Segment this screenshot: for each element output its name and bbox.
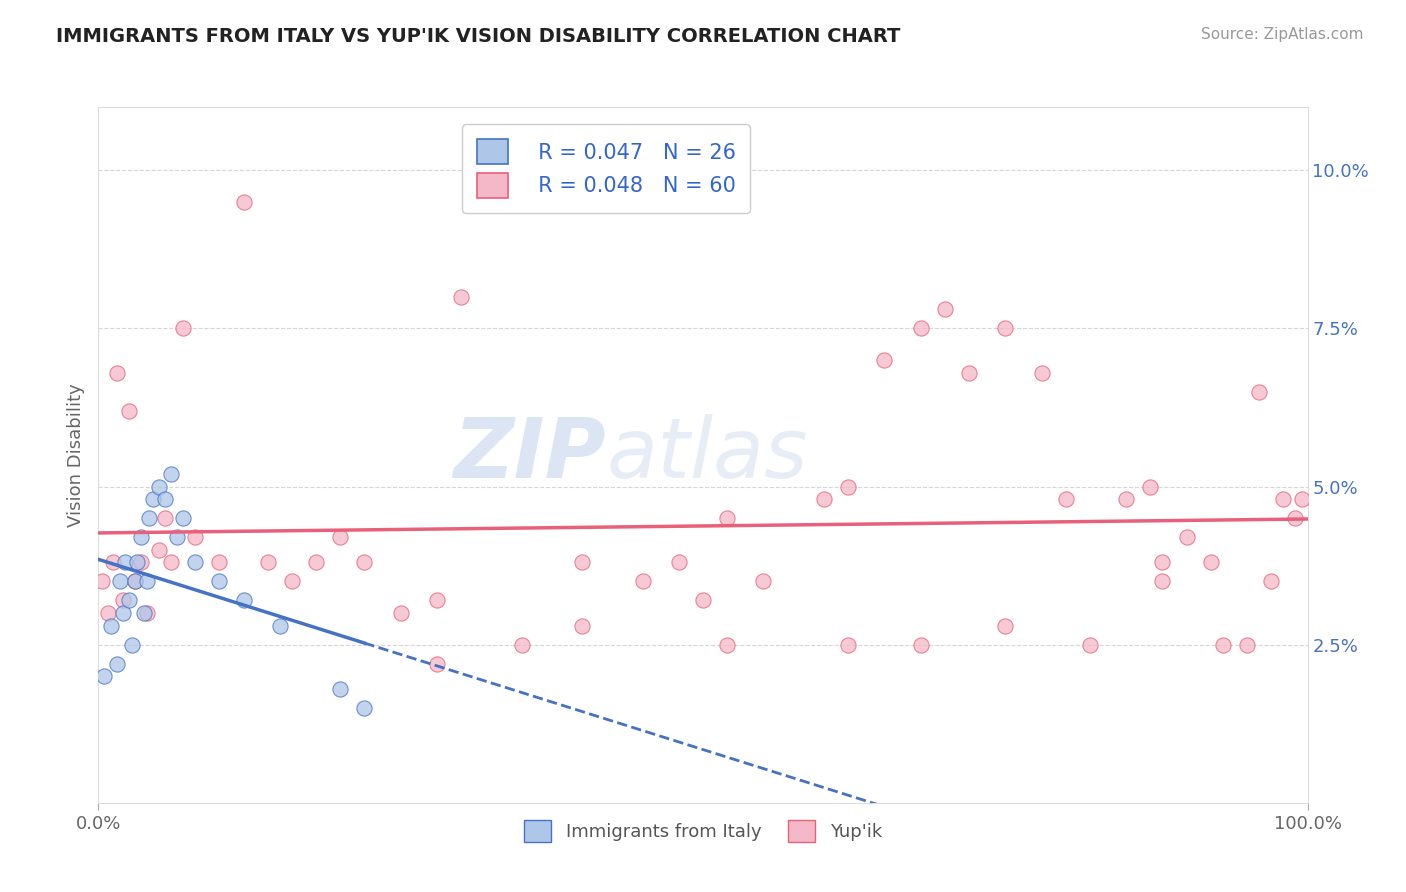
Point <box>1115 492 1137 507</box>
Point <box>121 638 143 652</box>
Point <box>716 638 738 652</box>
Point <box>1139 479 1161 493</box>
Point <box>129 556 152 570</box>
Point <box>1212 638 1234 652</box>
Point <box>716 511 738 525</box>
Point <box>1054 492 1077 507</box>
Point <box>510 638 533 652</box>
Point <box>97 606 120 620</box>
Point <box>305 556 328 570</box>
Text: IMMIGRANTS FROM ITALY VS YUP'IK VISION DISABILITY CORRELATION CHART: IMMIGRANTS FROM ITALY VS YUP'IK VISION D… <box>56 27 901 45</box>
Point <box>166 530 188 544</box>
Point <box>426 657 449 671</box>
Point <box>389 606 412 620</box>
Point <box>934 302 956 317</box>
Point <box>184 556 207 570</box>
Point <box>93 669 115 683</box>
Point <box>571 556 593 570</box>
Point <box>208 556 231 570</box>
Point <box>118 593 141 607</box>
Point <box>668 556 690 570</box>
Point <box>1175 530 1198 544</box>
Point <box>160 467 183 481</box>
Text: Source: ZipAtlas.com: Source: ZipAtlas.com <box>1201 27 1364 42</box>
Point <box>1284 511 1306 525</box>
Point <box>127 556 149 570</box>
Point <box>160 556 183 570</box>
Point <box>148 542 170 557</box>
Point <box>129 530 152 544</box>
Point <box>752 574 775 589</box>
Point <box>426 593 449 607</box>
Point <box>256 556 278 570</box>
Point <box>153 511 176 525</box>
Point <box>353 701 375 715</box>
Point <box>101 556 124 570</box>
Point <box>631 574 654 589</box>
Point <box>124 574 146 589</box>
Point <box>100 618 122 632</box>
Point <box>353 556 375 570</box>
Point <box>873 353 896 368</box>
Point <box>281 574 304 589</box>
Point <box>153 492 176 507</box>
Point <box>1078 638 1101 652</box>
Point <box>329 681 352 696</box>
Point <box>450 290 472 304</box>
Point <box>111 606 134 620</box>
Point <box>957 366 980 380</box>
Point <box>837 479 859 493</box>
Point <box>813 492 835 507</box>
Point <box>138 511 160 525</box>
Point <box>232 593 254 607</box>
Point <box>1249 384 1271 399</box>
Point <box>148 479 170 493</box>
Point <box>135 606 157 620</box>
Y-axis label: Vision Disability: Vision Disability <box>66 383 84 527</box>
Point <box>1272 492 1295 507</box>
Point <box>91 574 114 589</box>
Point <box>1199 556 1222 570</box>
Point <box>105 366 128 380</box>
Point <box>172 321 194 335</box>
Point <box>134 606 156 620</box>
Point <box>135 574 157 589</box>
Point <box>124 574 146 589</box>
Point <box>111 593 134 607</box>
Point <box>837 638 859 652</box>
Point <box>232 194 254 209</box>
Point <box>1152 556 1174 570</box>
Point <box>329 530 352 544</box>
Point <box>692 593 714 607</box>
Point <box>910 321 932 335</box>
Point <box>1031 366 1053 380</box>
Point <box>571 618 593 632</box>
Point <box>994 618 1017 632</box>
Text: atlas: atlas <box>606 415 808 495</box>
Point <box>269 618 291 632</box>
Point <box>114 556 136 570</box>
Legend: Immigrants from Italy, Yup'ik: Immigrants from Italy, Yup'ik <box>517 813 889 849</box>
Point <box>994 321 1017 335</box>
Point <box>1260 574 1282 589</box>
Point <box>910 638 932 652</box>
Point <box>108 574 131 589</box>
Point <box>105 657 128 671</box>
Point <box>142 492 165 507</box>
Point <box>1236 638 1258 652</box>
Point <box>118 403 141 417</box>
Point <box>1291 492 1313 507</box>
Point <box>208 574 231 589</box>
Text: ZIP: ZIP <box>454 415 606 495</box>
Point <box>184 530 207 544</box>
Point <box>172 511 194 525</box>
Point <box>1152 574 1174 589</box>
